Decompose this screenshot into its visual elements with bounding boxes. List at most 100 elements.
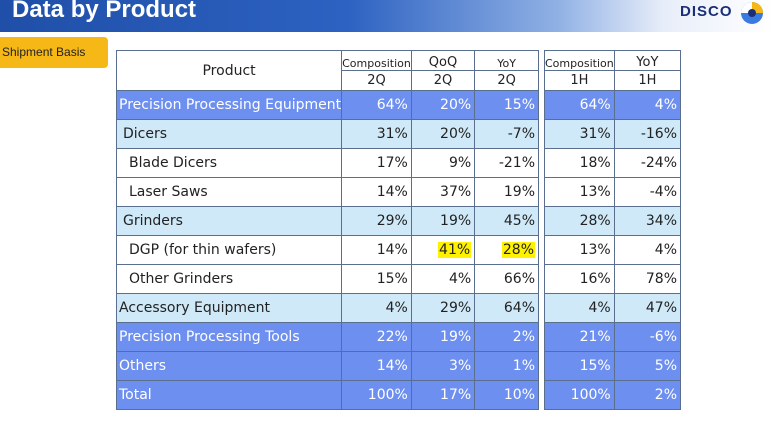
qoq-2q-value: 4%: [410, 264, 476, 294]
composition-2q-value: 14%: [341, 351, 412, 381]
table-row: 100% 2%: [544, 380, 682, 410]
table-row: 28% 34%: [544, 206, 682, 236]
yoy-1h-header: YoY: [613, 50, 682, 71]
product-name: Total: [115, 380, 343, 410]
table-row: Dicers 31% 20% -7%: [115, 119, 539, 149]
qoq-2q-value: 20%: [410, 90, 476, 120]
yoy-1h-value: 4%: [613, 90, 682, 120]
qoq-2q-value: 20%: [410, 119, 476, 149]
yoy-2q-value: 10%: [474, 380, 539, 410]
yoy-1h-value: -4%: [613, 177, 682, 207]
composition-1h-period: 1H: [544, 70, 615, 91]
yoy-2q-period: 2Q: [474, 70, 539, 91]
table-row: Blade Dicers 17% 9% -21%: [115, 148, 539, 178]
table-row: Accessory Equipment 4% 29% 64%: [115, 293, 539, 323]
product-name: Accessory Equipment: [115, 293, 343, 323]
title-banner: Data by Product DISCO: [0, 0, 773, 32]
product-name: Dicers: [115, 119, 343, 149]
composition-1h-value: 4%: [544, 293, 615, 323]
table-row: 31% -16%: [544, 119, 682, 149]
disco-logo-icon: [741, 2, 763, 24]
composition-2q-value: 17%: [341, 148, 412, 178]
composition-1h-value: 64%: [544, 90, 615, 120]
product-name: DGP (for thin wafers): [115, 235, 343, 265]
table-row: Precision Processing Tools 22% 19% 2%: [115, 322, 539, 352]
qoq-2q-period: 2Q: [410, 70, 476, 91]
table-row: Grinders 29% 19% 45%: [115, 206, 539, 236]
composition-2q-value: 14%: [341, 177, 412, 207]
yoy-2q-value: -7%: [474, 119, 539, 149]
composition-2q-value: 31%: [341, 119, 412, 149]
qoq-2q-value: 37%: [410, 177, 476, 207]
qoq-2q-value: 17%: [410, 380, 476, 410]
yoy-1h-value: -16%: [613, 119, 682, 149]
table-row: 16% 78%: [544, 264, 682, 294]
yoy-2q-header: YoY: [474, 50, 539, 71]
yoy-2q-value: -21%: [474, 148, 539, 178]
composition-1h-value: 16%: [544, 264, 615, 294]
table-row: 13% 4%: [544, 235, 682, 265]
table-row: Precision Processing Equipment 64% 20% 1…: [115, 90, 539, 120]
product-name: Precision Processing Equipment: [115, 90, 343, 120]
qoq-2q-value: 3%: [410, 351, 476, 381]
yoy-1h-value: 47%: [613, 293, 682, 323]
yoy-2q-value: 15%: [474, 90, 539, 120]
yoy-2q-value: 64%: [474, 293, 539, 323]
yoy-1h-value: -24%: [613, 148, 682, 178]
composition-2q-value: 64%: [341, 90, 412, 120]
composition-1h-value: 28%: [544, 206, 615, 236]
composition-2q-value: 15%: [341, 264, 412, 294]
composition-1h-header: Composition: [544, 50, 615, 71]
composition-1h-value: 13%: [544, 177, 615, 207]
yoy-2q-value: 28%: [474, 235, 539, 265]
highlighted-value: 28%: [501, 242, 535, 258]
product-name: Blade Dicers: [115, 148, 343, 178]
composition-2q-value: 22%: [341, 322, 412, 352]
table-row: 64% 4%: [544, 90, 682, 120]
shipment-basis-badge: Shipment Basis: [0, 37, 108, 68]
product-name: Others: [115, 351, 343, 381]
qoq-2q-value: 41%: [410, 235, 476, 265]
product-header: Product: [115, 50, 343, 91]
composition-2q-value: 4%: [341, 293, 412, 323]
logo-text: DISCO: [680, 3, 733, 20]
composition-2q-header: Composition: [341, 50, 412, 71]
product-name: Other Grinders: [115, 264, 343, 294]
qoq-2q-value: 19%: [410, 206, 476, 236]
yoy-1h-value: 2%: [613, 380, 682, 410]
yoy-2q-value: 19%: [474, 177, 539, 207]
yoy-2q-value: 2%: [474, 322, 539, 352]
composition-2q-value: 14%: [341, 235, 412, 265]
table-row: 18% -24%: [544, 148, 682, 178]
half-year-table: Composition YoY 1H 1H 64% 4% 31% -16% 18…: [544, 50, 682, 410]
qoq-2q-value: 29%: [410, 293, 476, 323]
yoy-1h-value: 78%: [613, 264, 682, 294]
yoy-1h-value: -6%: [613, 322, 682, 352]
yoy-1h-value: 4%: [613, 235, 682, 265]
table-row: Others 14% 3% 1%: [115, 351, 539, 381]
composition-1h-value: 31%: [544, 119, 615, 149]
table-row: 4% 47%: [544, 293, 682, 323]
table-row: 15% 5%: [544, 351, 682, 381]
composition-2q-value: 100%: [341, 380, 412, 410]
qoq-2q-header: QoQ: [410, 50, 476, 71]
page-title: Data by Product: [12, 0, 197, 23]
table-row: Total 100% 17% 10%: [115, 380, 539, 410]
composition-2q-value: 29%: [341, 206, 412, 236]
yoy-2q-value: 1%: [474, 351, 539, 381]
table-row: Other Grinders 15% 4% 66%: [115, 264, 539, 294]
yoy-1h-period: 1H: [613, 70, 682, 91]
yoy-1h-value: 5%: [613, 351, 682, 381]
yoy-2q-value: 66%: [474, 264, 539, 294]
product-name: Precision Processing Tools: [115, 322, 343, 352]
composition-1h-value: 13%: [544, 235, 615, 265]
table-row: 21% -6%: [544, 322, 682, 352]
yoy-1h-value: 34%: [613, 206, 682, 236]
composition-2q-period: 2Q: [341, 70, 412, 91]
qoq-2q-value: 19%: [410, 322, 476, 352]
composition-1h-value: 100%: [544, 380, 615, 410]
product-name: Laser Saws: [115, 177, 343, 207]
table-row: DGP (for thin wafers) 14% 41% 28%: [115, 235, 539, 265]
table-row: Laser Saws 14% 37% 19%: [115, 177, 539, 207]
yoy-2q-value: 45%: [474, 206, 539, 236]
